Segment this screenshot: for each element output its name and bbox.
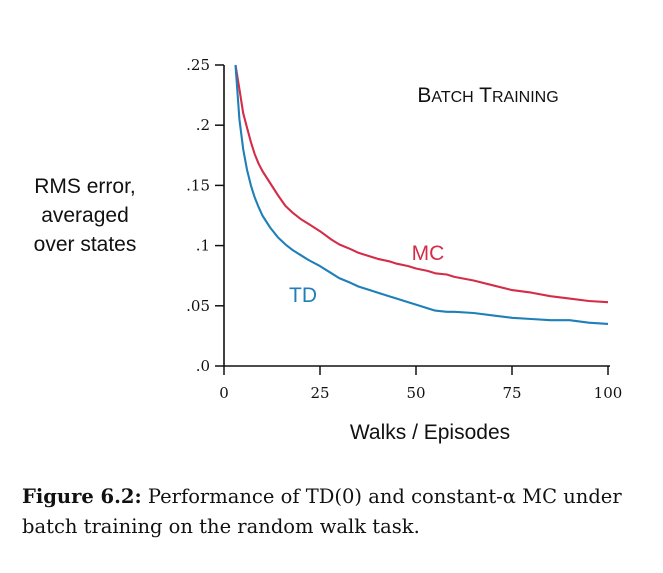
title-smallcaps: ATCH	[431, 89, 473, 106]
x-axis-label: Walks / Episodes	[350, 421, 510, 444]
x-tick-label: 25	[310, 384, 329, 402]
series-label-mc: MC	[412, 242, 445, 265]
x-tick-label: 75	[502, 384, 521, 402]
x-tick-label: 0	[219, 384, 229, 402]
figure-caption: Figure 6.2: Performance of TD(0) and con…	[22, 482, 652, 542]
title-cap: T	[479, 84, 492, 107]
chart-canvas: .0 .05 .1 .15 .2 .25 0 25 50 75 100 BATCH TRAINING…	[186, 56, 622, 444]
series-line-mc	[234, 64, 609, 304]
chart-series	[234, 64, 609, 325]
x-tick-label: 100	[594, 384, 623, 402]
y-tick-label: .1	[196, 237, 210, 255]
y-tick-label: .0	[196, 357, 210, 375]
y-tick-label: .25	[186, 56, 210, 74]
chart-ticks: .0 .05 .1 .15 .2 .25 0 25 50 75 100	[186, 56, 622, 402]
y-axis-label-line: over states	[33, 233, 137, 256]
caption-text: Performance of TD(0) and constant-α MC u…	[22, 485, 622, 538]
chart-axes	[223, 65, 610, 367]
y-tick-label: .15	[186, 176, 210, 194]
y-axis-label-line: averaged	[41, 204, 129, 227]
y-tick-label: .2	[196, 116, 210, 134]
caption-label: Figure 6.2:	[22, 485, 142, 508]
y-axis-label: RMS error, averaged over states	[10, 172, 160, 259]
chart-title: BATCH TRAINING	[417, 84, 558, 107]
series-line-td	[234, 64, 609, 325]
title-cap: B	[417, 84, 431, 107]
y-tick-label: .05	[186, 297, 210, 315]
series-label-td: TD	[289, 284, 317, 307]
y-axis-label-line: RMS error,	[34, 175, 136, 198]
x-tick-label: 50	[406, 384, 425, 402]
title-smallcaps: RAINING	[492, 89, 559, 106]
